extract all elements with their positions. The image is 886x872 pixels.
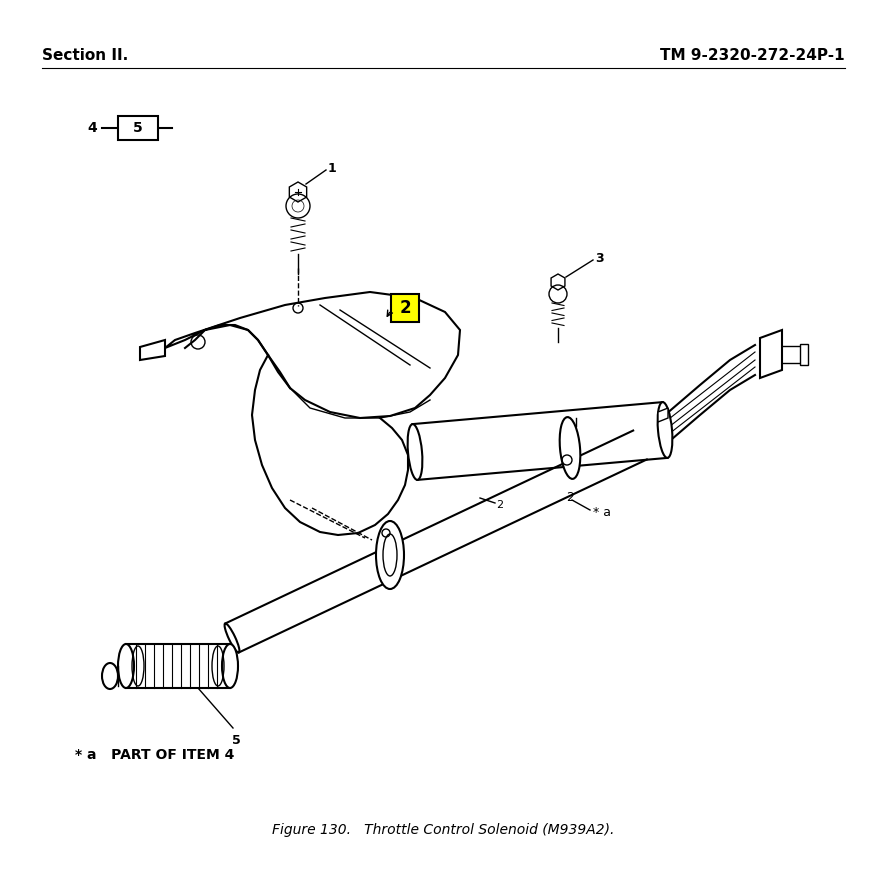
Text: Section II.: Section II. [42,47,128,63]
Ellipse shape [657,402,672,458]
Ellipse shape [118,644,134,688]
Ellipse shape [224,623,239,652]
Text: 5: 5 [133,121,143,135]
Text: TM 9-2320-272-24P-1: TM 9-2320-272-24P-1 [660,47,844,63]
Text: * a: * a [593,506,610,519]
Ellipse shape [102,663,118,689]
Text: 3: 3 [595,251,603,264]
Text: 2: 2 [565,490,573,503]
Polygon shape [550,274,564,290]
Text: Figure 130.   Throttle Control Solenoid (M939A2).: Figure 130. Throttle Control Solenoid (M… [271,823,613,837]
Text: 5: 5 [231,734,240,747]
Polygon shape [759,330,781,378]
Ellipse shape [383,534,397,576]
Ellipse shape [222,644,237,688]
Ellipse shape [376,521,403,589]
Text: 2: 2 [496,500,503,510]
Polygon shape [165,292,460,418]
Text: 2: 2 [399,299,410,317]
Ellipse shape [559,417,579,479]
Bar [126,644,229,688]
FancyBboxPatch shape [391,294,418,322]
Polygon shape [140,340,165,360]
Polygon shape [799,344,807,365]
Polygon shape [289,182,307,202]
Ellipse shape [408,424,422,480]
Text: * a   PART OF ITEM 4: * a PART OF ITEM 4 [75,748,234,762]
Text: 1: 1 [328,161,337,174]
Bar [118,116,158,140]
Text: 4: 4 [87,121,97,135]
Polygon shape [657,408,667,422]
